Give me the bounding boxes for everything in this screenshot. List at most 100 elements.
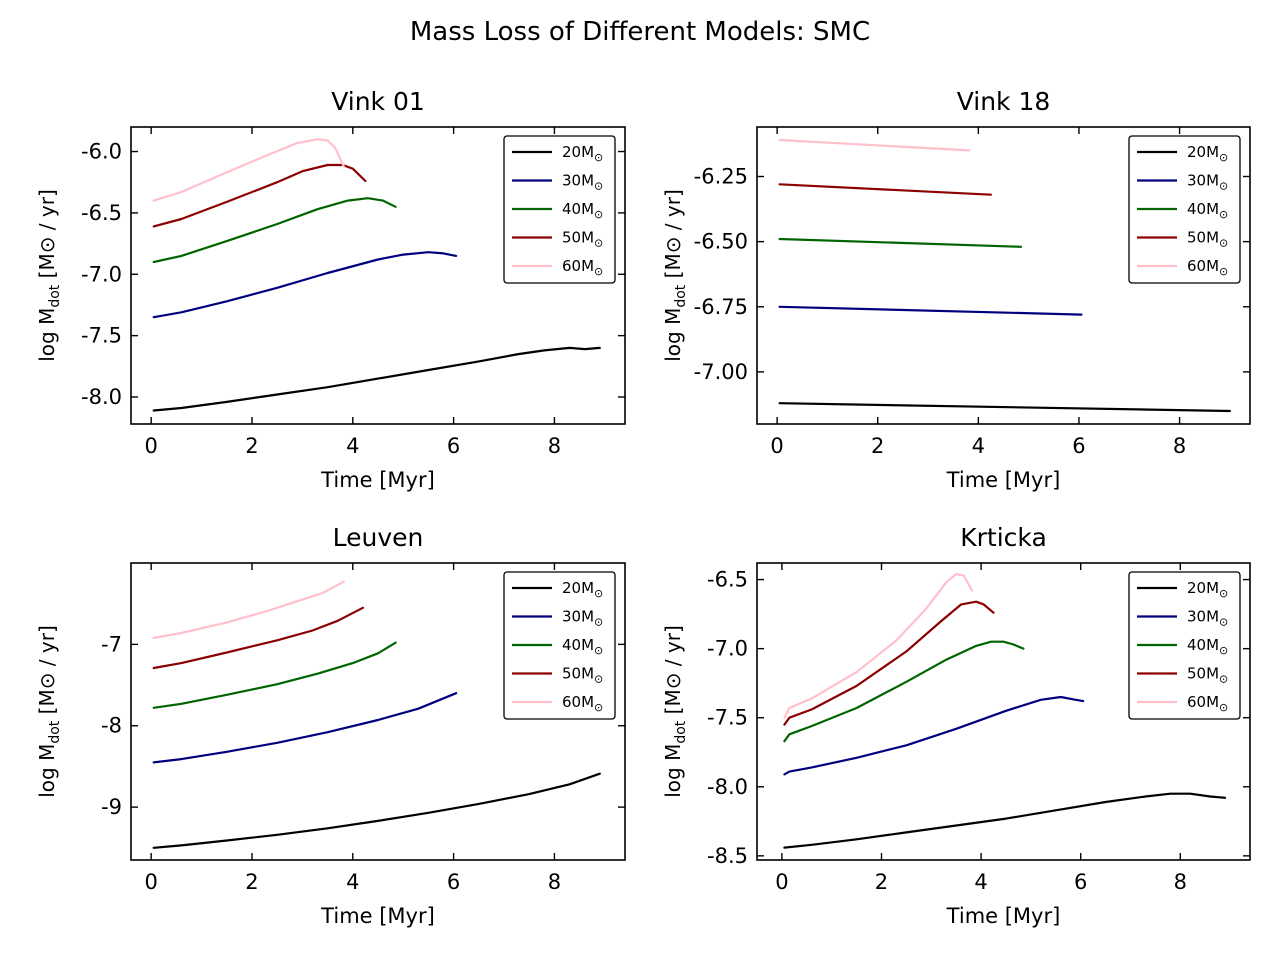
series-line-40M bbox=[152, 641, 397, 709]
axes-frame bbox=[756, 126, 1251, 425]
legend: 20M⊙ 30M⊙ 40M⊙ 50M⊙ 60M⊙ bbox=[503, 135, 616, 284]
legend-box bbox=[503, 135, 616, 284]
x-tick-label: 2 bbox=[245, 870, 258, 894]
series-line-20M bbox=[152, 772, 601, 849]
legend-label: 20M⊙ bbox=[1187, 579, 1228, 600]
legend-label: 50M⊙ bbox=[562, 665, 603, 686]
x-tick-label: 4 bbox=[974, 870, 987, 894]
legend-label: 50M⊙ bbox=[1187, 665, 1228, 686]
panel-title: Vink 01 bbox=[331, 87, 425, 116]
legend-label: 40M⊙ bbox=[562, 636, 603, 657]
panel-0: Vink 01 0 2 4 6 8 -8.0 -7.5 -7.0 -6.5 -6.0 Time [My… bbox=[35, 87, 626, 492]
legend-label: 50M⊙ bbox=[1187, 229, 1228, 250]
series-line-30M bbox=[778, 305, 1083, 316]
panel-title: Vink 18 bbox=[957, 87, 1051, 116]
x-axis-label: Time [Myr] bbox=[320, 468, 435, 492]
x-tick-label: 6 bbox=[447, 434, 460, 458]
y-tick-label: -6.0 bbox=[81, 140, 122, 164]
series-line-30M bbox=[152, 692, 458, 764]
series-line-50M bbox=[152, 606, 364, 670]
legend-label: 40M⊙ bbox=[1187, 636, 1228, 657]
panel-title: Leuven bbox=[333, 523, 424, 552]
legend-label: 20M⊙ bbox=[1187, 143, 1228, 164]
legend-label: 40M⊙ bbox=[1187, 200, 1228, 221]
legend-label: 60M⊙ bbox=[562, 257, 603, 278]
panel-title: Krticka bbox=[960, 523, 1047, 552]
y-axis-label: log Mdot [M⊙ / yr] bbox=[35, 189, 63, 362]
legend-label: 30M⊙ bbox=[1187, 172, 1228, 193]
legend-box bbox=[1128, 571, 1241, 720]
legend-label: 50M⊙ bbox=[562, 229, 603, 250]
x-tick-label: 6 bbox=[1074, 870, 1087, 894]
legend-label: 60M⊙ bbox=[562, 693, 603, 714]
series-line-60M bbox=[152, 138, 345, 202]
y-tick-label: -6.5 bbox=[707, 568, 748, 592]
axes-frame bbox=[130, 562, 626, 861]
legend-box bbox=[503, 571, 616, 720]
series-line-60M bbox=[778, 138, 971, 152]
y-tick-label: -7.00 bbox=[694, 360, 748, 384]
x-axis-label: Time [Myr] bbox=[320, 904, 435, 928]
y-tick-label: -6.5 bbox=[81, 201, 122, 225]
x-tick-label: 4 bbox=[346, 434, 359, 458]
series-line-40M bbox=[152, 197, 397, 264]
x-tick-label: 8 bbox=[1173, 434, 1186, 458]
legend-label: 60M⊙ bbox=[1187, 693, 1228, 714]
legend-label: 30M⊙ bbox=[562, 608, 603, 629]
x-tick-label: 2 bbox=[245, 434, 258, 458]
series-line-20M bbox=[778, 402, 1232, 413]
y-tick-label: -6.75 bbox=[694, 295, 748, 319]
series-line-30M bbox=[783, 695, 1085, 776]
x-axis-label: Time [Myr] bbox=[946, 468, 1061, 492]
x-tick-label: 0 bbox=[775, 870, 788, 894]
y-tick-label: -7.5 bbox=[81, 324, 122, 348]
y-tick-label: -7 bbox=[101, 632, 122, 656]
legend-label: 20M⊙ bbox=[562, 143, 603, 164]
legend-label: 20M⊙ bbox=[562, 579, 603, 600]
y-tick-label: -6.50 bbox=[694, 230, 748, 254]
x-tick-label: 6 bbox=[447, 870, 460, 894]
y-tick-label: -7.0 bbox=[707, 637, 748, 661]
legend-label: 40M⊙ bbox=[562, 200, 603, 221]
figure-suptitle: Mass Loss of Different Models: SMC bbox=[410, 17, 870, 47]
y-axis-label: log Mdot [M⊙ / yr] bbox=[661, 625, 689, 798]
y-tick-label: -8 bbox=[101, 714, 122, 738]
panel-1: Vink 18 0 2 4 6 8 -7.00 -6.75 -6.50 -6.25 Time [My… bbox=[661, 87, 1251, 492]
legend: 20M⊙ 30M⊙ 40M⊙ 50M⊙ 60M⊙ bbox=[1128, 135, 1241, 284]
y-tick-label: -8.0 bbox=[707, 775, 748, 799]
series-line-50M bbox=[778, 183, 993, 196]
x-tick-label: 0 bbox=[144, 434, 157, 458]
x-tick-label: 4 bbox=[972, 434, 985, 458]
y-tick-label: -6.25 bbox=[694, 165, 748, 189]
y-tick-label: -9 bbox=[101, 795, 122, 819]
panel-3: Krticka 0 2 4 6 8 -8.5 -8.0 -7.5 -7.0 -6.5 Time [My… bbox=[661, 523, 1251, 928]
x-tick-label: 8 bbox=[548, 434, 561, 458]
y-axis-label: log Mdot [M⊙ / yr] bbox=[35, 625, 63, 798]
x-tick-label: 8 bbox=[548, 870, 561, 894]
x-tick-label: 2 bbox=[875, 870, 888, 894]
legend: 20M⊙ 30M⊙ 40M⊙ 50M⊙ 60M⊙ bbox=[503, 571, 616, 720]
series-group bbox=[152, 580, 601, 849]
series-group bbox=[783, 572, 1227, 849]
y-tick-label: -7.0 bbox=[81, 262, 122, 286]
x-tick-label: 8 bbox=[1174, 870, 1187, 894]
x-tick-label: 2 bbox=[871, 434, 884, 458]
series-line-30M bbox=[152, 251, 458, 319]
y-tick-label: -8.0 bbox=[81, 385, 122, 409]
legend-label: 30M⊙ bbox=[562, 172, 603, 193]
series-group bbox=[778, 138, 1232, 413]
legend: 20M⊙ 30M⊙ 40M⊙ 50M⊙ 60M⊙ bbox=[1128, 571, 1241, 720]
legend-label: 60M⊙ bbox=[1187, 257, 1228, 278]
series-line-60M bbox=[783, 572, 974, 719]
series-line-20M bbox=[152, 346, 601, 412]
series-line-60M bbox=[152, 580, 345, 640]
series-group bbox=[152, 138, 601, 412]
axes-frame bbox=[130, 126, 626, 425]
panel-2: Leuven 0 2 4 6 8 -9 -8 -7 Time [Myr] log Mdot [M⊙ … bbox=[35, 523, 626, 928]
x-tick-label: 6 bbox=[1072, 434, 1085, 458]
y-tick-label: -8.5 bbox=[707, 844, 748, 868]
y-axis-label: log Mdot [M⊙ / yr] bbox=[661, 189, 689, 362]
axes-frame bbox=[756, 562, 1251, 861]
x-tick-label: 0 bbox=[144, 870, 157, 894]
series-line-50M bbox=[783, 600, 995, 726]
